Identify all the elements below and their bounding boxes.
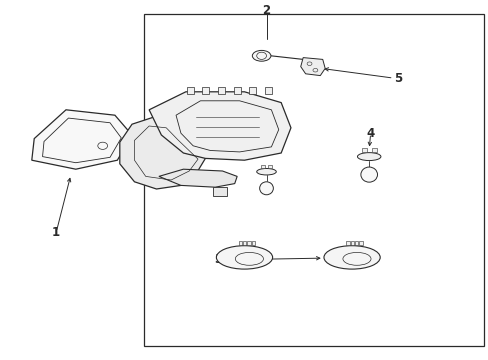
Polygon shape bbox=[149, 92, 290, 160]
Bar bbox=[233, 87, 240, 94]
Bar bbox=[144, 14, 483, 346]
Bar bbox=[354, 242, 358, 245]
Bar bbox=[202, 87, 209, 94]
Ellipse shape bbox=[323, 246, 380, 269]
Text: 5: 5 bbox=[393, 72, 401, 85]
Ellipse shape bbox=[216, 246, 272, 269]
Bar bbox=[249, 87, 256, 94]
Polygon shape bbox=[159, 169, 237, 187]
Text: 3: 3 bbox=[214, 253, 222, 266]
Bar bbox=[218, 87, 224, 94]
Polygon shape bbox=[120, 117, 205, 189]
Bar bbox=[186, 87, 193, 94]
Bar bbox=[359, 242, 362, 245]
Ellipse shape bbox=[360, 167, 377, 182]
Bar bbox=[251, 242, 255, 245]
Text: 4: 4 bbox=[366, 127, 374, 140]
Bar bbox=[371, 148, 376, 152]
Bar bbox=[268, 165, 272, 168]
Bar bbox=[243, 242, 246, 245]
Bar bbox=[350, 242, 353, 245]
Bar bbox=[361, 148, 366, 152]
Polygon shape bbox=[300, 58, 325, 76]
Text: 1: 1 bbox=[52, 226, 60, 239]
Ellipse shape bbox=[259, 182, 273, 195]
Bar bbox=[238, 242, 242, 245]
Bar bbox=[346, 242, 349, 245]
Ellipse shape bbox=[357, 153, 380, 161]
Ellipse shape bbox=[256, 168, 276, 175]
Text: 2: 2 bbox=[262, 4, 270, 17]
Ellipse shape bbox=[252, 50, 270, 61]
Polygon shape bbox=[32, 110, 132, 169]
Bar bbox=[260, 165, 264, 168]
Bar bbox=[264, 87, 271, 94]
Bar bbox=[212, 187, 227, 196]
Bar bbox=[247, 242, 250, 245]
